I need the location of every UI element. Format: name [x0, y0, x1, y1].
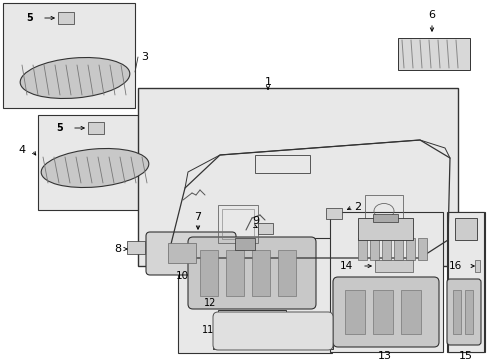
Ellipse shape [41, 148, 148, 188]
FancyBboxPatch shape [213, 312, 332, 350]
Text: 1: 1 [264, 77, 271, 87]
Bar [258, 315, 267, 335]
Bar [447, 212, 483, 352]
Bar [254, 155, 309, 173]
Bar [405, 238, 414, 260]
Bar [393, 238, 402, 260]
FancyBboxPatch shape [332, 277, 438, 347]
FancyBboxPatch shape [146, 232, 236, 275]
Bar [231, 315, 242, 335]
Bar [218, 205, 258, 243]
Bar [400, 290, 420, 334]
Bar [127, 241, 145, 254]
Bar [88, 122, 104, 134]
Text: 4: 4 [19, 145, 25, 155]
Bar [372, 214, 397, 222]
Text: 10: 10 [175, 271, 188, 281]
Bar [446, 212, 484, 352]
Bar [345, 290, 364, 334]
Ellipse shape [20, 58, 129, 99]
FancyBboxPatch shape [187, 237, 315, 309]
Text: 14: 14 [339, 261, 352, 271]
Text: 11: 11 [202, 325, 214, 335]
Text: 7: 7 [194, 212, 201, 222]
Bar [381, 238, 390, 260]
Bar [474, 260, 479, 272]
Bar [369, 238, 378, 260]
Bar [372, 290, 392, 334]
Text: 9: 9 [252, 216, 259, 226]
Bar [325, 208, 341, 219]
Bar [454, 218, 476, 240]
Bar [452, 290, 460, 334]
Bar [218, 310, 285, 340]
Bar [258, 223, 272, 234]
Bar [168, 243, 196, 263]
Bar [213, 314, 332, 349]
Bar [178, 238, 331, 353]
Bar [38, 115, 168, 210]
Text: 12: 12 [203, 298, 216, 308]
Text: 15: 15 [458, 351, 472, 360]
Text: 5: 5 [57, 123, 63, 133]
Bar [357, 238, 366, 260]
Text: 13: 13 [377, 351, 391, 360]
Text: 8: 8 [114, 244, 122, 254]
Bar [225, 250, 244, 296]
Bar [278, 250, 295, 296]
Bar [58, 12, 74, 24]
Bar [222, 209, 253, 239]
Text: 3: 3 [141, 52, 148, 62]
Bar [464, 290, 472, 334]
Bar [138, 88, 457, 266]
Text: 6: 6 [427, 10, 435, 20]
Bar [3, 3, 135, 108]
Text: 2: 2 [354, 202, 361, 212]
Bar [235, 238, 254, 250]
Bar [200, 250, 218, 296]
Bar [417, 238, 426, 260]
Bar [329, 212, 442, 352]
Bar [446, 212, 484, 352]
Bar [251, 250, 269, 296]
FancyBboxPatch shape [446, 279, 480, 345]
Text: 16: 16 [447, 261, 461, 271]
Bar [374, 260, 412, 272]
Bar [397, 38, 469, 70]
Bar [357, 218, 412, 240]
Text: 5: 5 [26, 13, 33, 23]
Bar [364, 195, 402, 227]
